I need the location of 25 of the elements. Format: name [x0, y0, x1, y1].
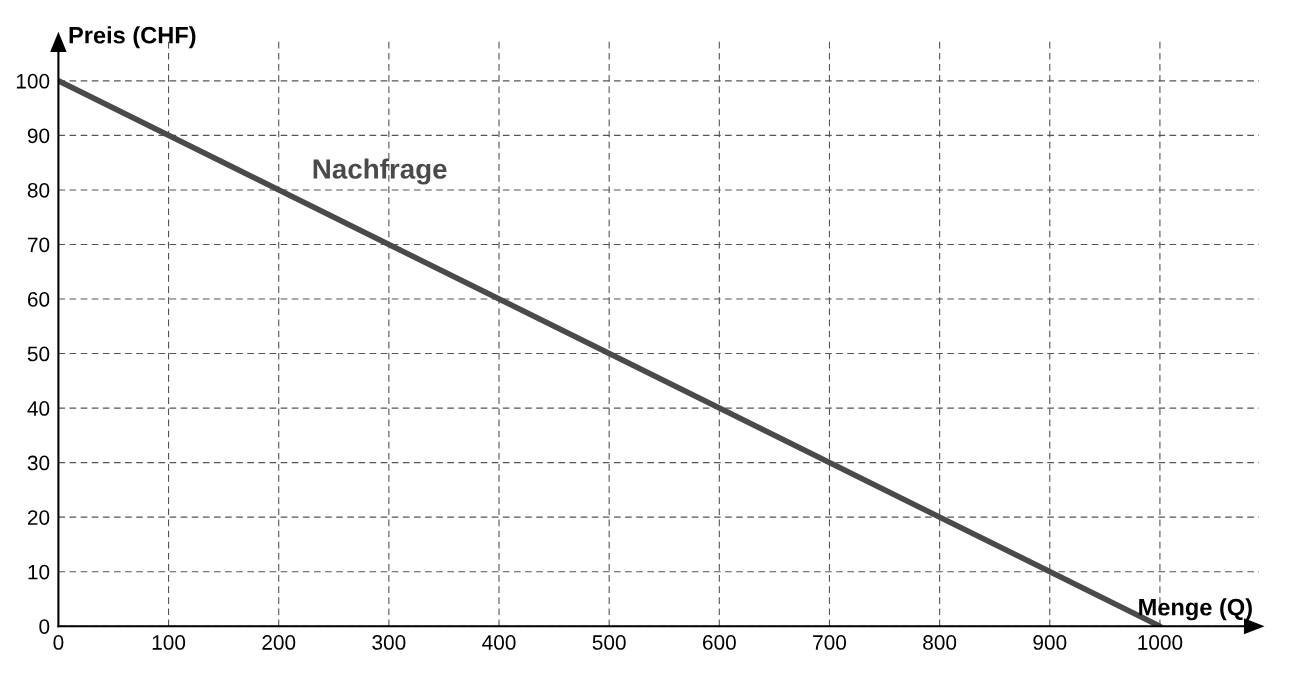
y-tick-label: 30 [27, 455, 50, 471]
x-tick-label: 300 [372, 635, 406, 650]
x-tick-label: 700 [813, 635, 847, 650]
y-tick-label: 70 [27, 237, 50, 253]
x-tick-label: 900 [1033, 635, 1067, 650]
y-tick-label: 90 [27, 128, 50, 144]
y-tick-label: 60 [27, 292, 50, 307]
x-tick-label: 1000 [1138, 635, 1183, 650]
x-tick-label: 400 [482, 635, 516, 650]
y-tick-label: 40 [27, 401, 50, 416]
x-tick-label: 100 [152, 635, 186, 650]
x-tick-label: 0 [53, 635, 64, 650]
series-label: Nachfrage [313, 158, 447, 185]
x-tick-label: 800 [923, 635, 957, 650]
y-tick-label: 20 [27, 510, 50, 525]
y-tick-label: 50 [27, 346, 50, 362]
y-tick-label: 80 [27, 182, 50, 198]
x-tick-label: 200 [262, 635, 296, 650]
x-tick-label: 600 [703, 635, 736, 650]
y-axis-title: Preis (CHF) [69, 26, 196, 49]
x-axis-title: Menge (Q) [1139, 598, 1252, 621]
y-tick-label: 0 [39, 619, 50, 634]
y-tick-label: 100 [16, 73, 50, 89]
x-tick-label: 500 [592, 635, 626, 650]
y-tick-label: 10 [28, 564, 50, 580]
